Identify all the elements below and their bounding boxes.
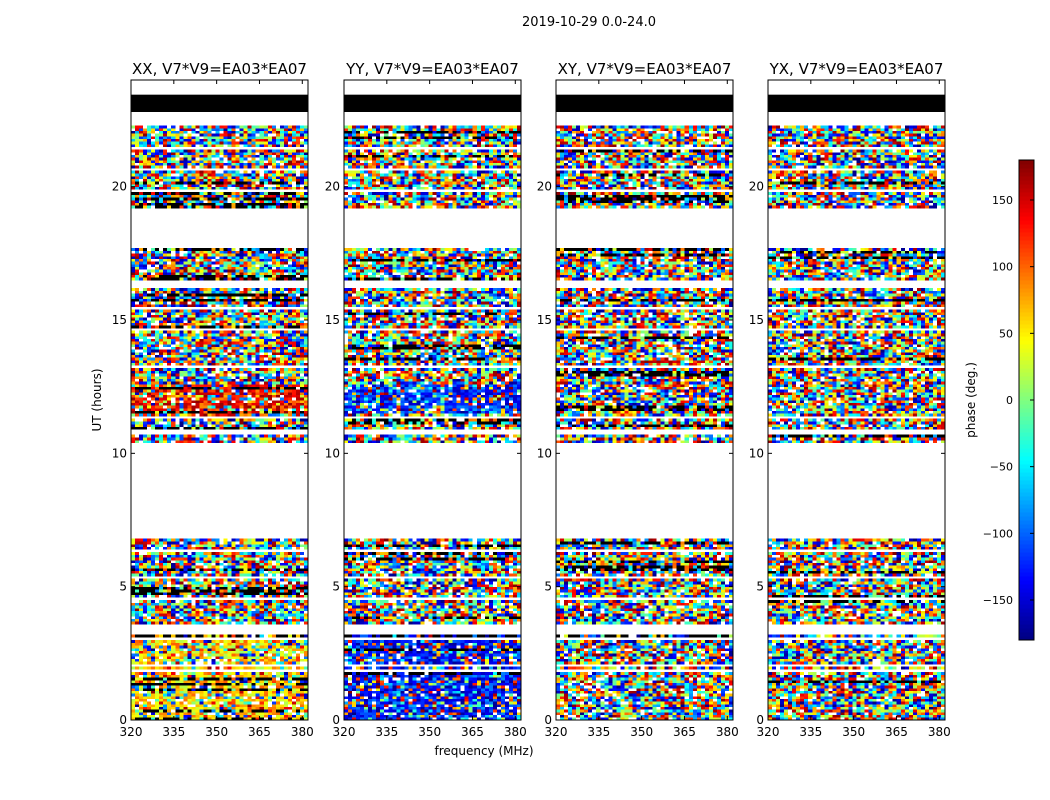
- x-tick-label: 365: [673, 725, 696, 739]
- panel-4: YX, V7*V9=EA03*EA07 320 335 350 365 380 0 5 10 15…: [749, 60, 951, 739]
- x-tick-label: 320: [120, 725, 143, 739]
- colorbar-tick-label: −100: [983, 527, 1013, 540]
- y-tick-label: 15: [112, 313, 127, 327]
- y-tick-label: 15: [537, 313, 552, 327]
- panel-frame: [343, 79, 522, 721]
- x-tick-label: 365: [248, 725, 271, 739]
- y-tick-label: 10: [112, 446, 127, 460]
- y-axis-label: UT (hours): [90, 368, 104, 431]
- flagged-band: [344, 94, 521, 112]
- panel-title: YX, V7*V9=EA03*EA07: [769, 60, 944, 78]
- y-tick-label: 5: [544, 580, 552, 594]
- flagged-band: [768, 94, 945, 112]
- x-tick-label: 365: [461, 725, 484, 739]
- colorbar-tick-label: 100: [992, 261, 1013, 274]
- panels-group: XX, V7*V9=EA03*EA07 320 335 350 365 380 0 5 10 15…: [112, 60, 951, 739]
- x-tick-label: 335: [375, 725, 398, 739]
- x-tick-label: 335: [162, 725, 185, 739]
- colorbar: −150 −100 −50 0 50 100 150: [983, 159, 1035, 641]
- panel-title: YY, V7*V9=EA03*EA07: [345, 60, 519, 78]
- x-tick-label: 380: [716, 725, 739, 739]
- x-tick-label: 380: [291, 725, 314, 739]
- heatmap-cells: [556, 125, 734, 721]
- heatmap-cells: [131, 125, 309, 721]
- panel-3: XY, V7*V9=EA03*EA07 320 335 350 365 380 0 5 10 15…: [537, 60, 739, 739]
- y-tick-label: 0: [332, 713, 340, 727]
- x-tick-label: 380: [928, 725, 951, 739]
- colorbar-tick-label: −50: [990, 461, 1013, 474]
- y-tick-label: 20: [325, 180, 340, 194]
- x-axis-label: frequency (MHz): [434, 744, 533, 758]
- x-tick-label: 335: [799, 725, 822, 739]
- colorbar-tick-label: 50: [999, 327, 1013, 340]
- flagged-band: [556, 94, 733, 112]
- x-tick-label: 320: [545, 725, 568, 739]
- x-tick-label: 350: [630, 725, 653, 739]
- y-tick-label: 10: [325, 446, 340, 460]
- y-tick-label: 0: [119, 713, 127, 727]
- colorbar-tick-label: 0: [1006, 394, 1013, 407]
- y-tick-label: 20: [112, 180, 127, 194]
- x-tick-label: 365: [885, 725, 908, 739]
- x-tick-label: 320: [757, 725, 780, 739]
- heatmap-cells: [768, 125, 946, 721]
- panel-title: XX, V7*V9=EA03*EA07: [132, 60, 307, 78]
- figure-suptitle: 2019-10-29 0.0-24.0: [522, 15, 656, 30]
- x-tick-label: 350: [205, 725, 228, 739]
- colorbar-tick-label: 150: [992, 194, 1013, 207]
- panel-1: XX, V7*V9=EA03*EA07 320 335 350 365 380 0 5 10 15…: [112, 60, 314, 739]
- y-tick-label: 5: [332, 580, 340, 594]
- y-tick-label: 20: [749, 180, 764, 194]
- x-tick-label: 320: [333, 725, 356, 739]
- colorbar-gradient: [1019, 160, 1034, 641]
- x-tick-label: 380: [504, 725, 527, 739]
- heatmap-cells: [344, 125, 522, 721]
- y-tick-label: 10: [749, 446, 764, 460]
- panel-frame: [555, 79, 734, 721]
- y-tick-label: 15: [749, 313, 764, 327]
- y-tick-label: 10: [537, 446, 552, 460]
- panel-2: YY, V7*V9=EA03*EA07 320 335 350 365 380 0 5 10 15…: [325, 60, 527, 739]
- x-tick-label: 335: [587, 725, 610, 739]
- panel-frame: [130, 79, 309, 721]
- colorbar-label: phase (deg.): [964, 362, 978, 438]
- panel-title: XY, V7*V9=EA03*EA07: [558, 60, 732, 78]
- x-tick-label: 350: [418, 725, 441, 739]
- y-tick-label: 0: [756, 713, 764, 727]
- flagged-band: [131, 94, 308, 112]
- x-tick-label: 350: [842, 725, 865, 739]
- y-tick-label: 5: [756, 580, 764, 594]
- y-tick-label: 5: [119, 580, 127, 594]
- panel-frame: [767, 79, 946, 721]
- y-tick-label: 15: [325, 313, 340, 327]
- colorbar-tick-label: −150: [983, 594, 1013, 607]
- y-tick-label: 20: [537, 180, 552, 194]
- y-tick-label: 0: [544, 713, 552, 727]
